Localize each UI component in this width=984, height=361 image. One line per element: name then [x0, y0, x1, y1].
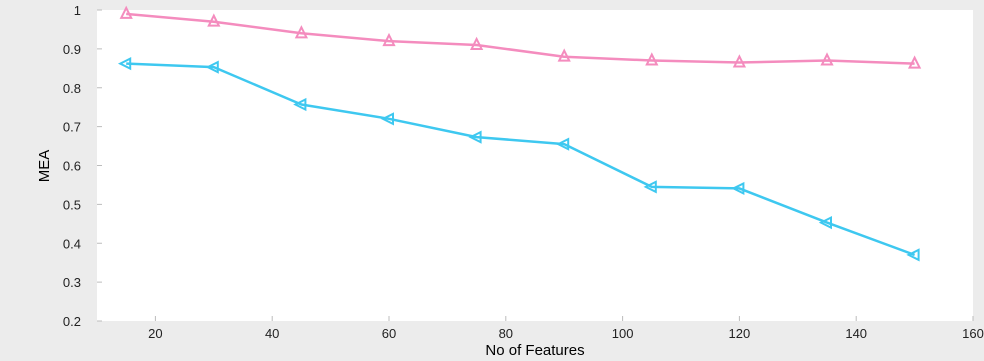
series-1-point — [820, 52, 834, 66]
series-1-line — [126, 12, 915, 65]
y-tick-label: 0.2 — [63, 314, 81, 329]
y-tick-label: 0.9 — [63, 42, 81, 57]
axis-ticks: 20 40 60 80 100 120 140 160 0.2 0.3 0.4 0.5 0.6 0.7 0.… — [63, 3, 984, 341]
series-1-point — [382, 32, 396, 47]
y-axis-title: MEA — [36, 150, 53, 183]
x-tick-label: 40 — [265, 326, 279, 341]
series-2-point — [380, 112, 394, 126]
series-2-point — [293, 97, 307, 112]
y-tick-label: 0.4 — [63, 236, 81, 251]
series-1 — [119, 5, 922, 69]
series-1-point — [119, 5, 133, 19]
series-2-point — [468, 130, 482, 144]
x-tick-label: 80 — [499, 326, 513, 341]
series-2-point — [205, 60, 219, 74]
x-axis-title: No of Features — [485, 342, 584, 356]
y-tick-label: 0.5 — [63, 197, 81, 212]
y-tick-label: 1 — [74, 3, 81, 18]
series-1-point — [294, 25, 309, 39]
plot-area — [97, 10, 973, 321]
y-tick-label: 0.8 — [63, 81, 81, 96]
series-1-point — [732, 54, 747, 68]
y-tick-label: 0.3 — [63, 275, 81, 290]
series-1-point — [907, 55, 922, 69]
x-tick-label: 120 — [729, 326, 751, 341]
series-2-point — [555, 137, 570, 151]
y-tick-label: 0.6 — [63, 159, 81, 174]
x-tick-label: 160 — [962, 326, 984, 341]
series-2-point — [906, 248, 920, 262]
series-2-point — [643, 180, 657, 194]
x-tick-label: 140 — [845, 326, 867, 341]
series-1-point — [469, 36, 484, 50]
series-2 — [117, 57, 920, 262]
series-1-point — [207, 13, 221, 27]
x-tick-label: 100 — [612, 326, 634, 341]
y-tick-label: 0.7 — [63, 120, 81, 135]
series-2-point — [731, 181, 745, 196]
series-2-line — [126, 62, 916, 257]
series-2-point — [117, 57, 132, 71]
series-1-point — [557, 48, 571, 62]
x-tick-label: 20 — [148, 326, 162, 341]
x-tick-label: 60 — [382, 326, 396, 341]
series-lines — [117, 5, 922, 262]
series-1-point — [645, 52, 659, 66]
series-2-point — [818, 216, 832, 230]
